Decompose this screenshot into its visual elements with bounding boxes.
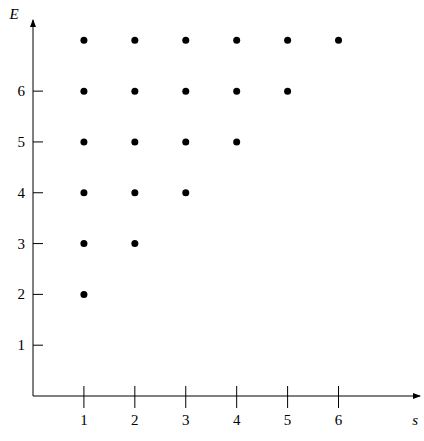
point: [80, 189, 87, 196]
y-tick-label: 6: [18, 83, 26, 99]
point: [284, 37, 291, 44]
x-tick: [236, 386, 237, 408]
y-tick: [33, 91, 43, 92]
point: [131, 138, 138, 145]
x-tick: [83, 386, 84, 408]
point: [233, 138, 240, 145]
y-tick-label: 2: [18, 286, 26, 302]
x-tick-label: 2: [131, 412, 139, 428]
x-tick-label: 4: [233, 412, 241, 428]
point: [131, 88, 138, 95]
point: [131, 37, 138, 44]
chart-container: 1 2 3 4 5 6 1 2 3 4 5 6 s E: [0, 0, 424, 441]
x-axis-label: s: [412, 412, 418, 428]
points: [80, 37, 342, 298]
point: [182, 88, 189, 95]
point: [182, 138, 189, 145]
point: [233, 88, 240, 95]
x-axis: [33, 396, 420, 397]
y-tick-label: 5: [18, 134, 26, 150]
x-tick-label: 1: [80, 412, 88, 428]
point: [80, 138, 87, 145]
y-tick: [33, 243, 43, 244]
point: [284, 88, 291, 95]
point: [80, 88, 87, 95]
x-arrow: [413, 393, 421, 399]
y-tick: [33, 345, 43, 346]
y-axis: [33, 20, 34, 396]
point: [335, 37, 342, 44]
point: [80, 37, 87, 44]
x-tick-label: 6: [335, 412, 343, 428]
x-tick: [287, 386, 288, 408]
y-tick-label: 1: [18, 337, 26, 353]
x-tick: [185, 386, 186, 408]
point: [233, 37, 240, 44]
y-tick: [33, 141, 43, 142]
x-tick: [338, 386, 339, 408]
point: [80, 240, 87, 247]
point: [131, 189, 138, 196]
point: [182, 37, 189, 44]
chart-svg: 1 2 3 4 5 6 1 2 3 4 5 6 s E: [0, 0, 424, 441]
x-tick-label: 3: [182, 412, 190, 428]
point: [131, 240, 138, 247]
y-axis-label: E: [8, 6, 18, 22]
x-tick: [134, 386, 135, 408]
y-tick-label: 3: [18, 236, 26, 252]
point: [182, 189, 189, 196]
x-tick-label: 5: [284, 412, 292, 428]
y-tick-label: 4: [18, 185, 26, 201]
y-arrow: [30, 19, 36, 27]
y-tick: [33, 294, 43, 295]
y-tick: [33, 192, 43, 193]
point: [80, 291, 87, 298]
